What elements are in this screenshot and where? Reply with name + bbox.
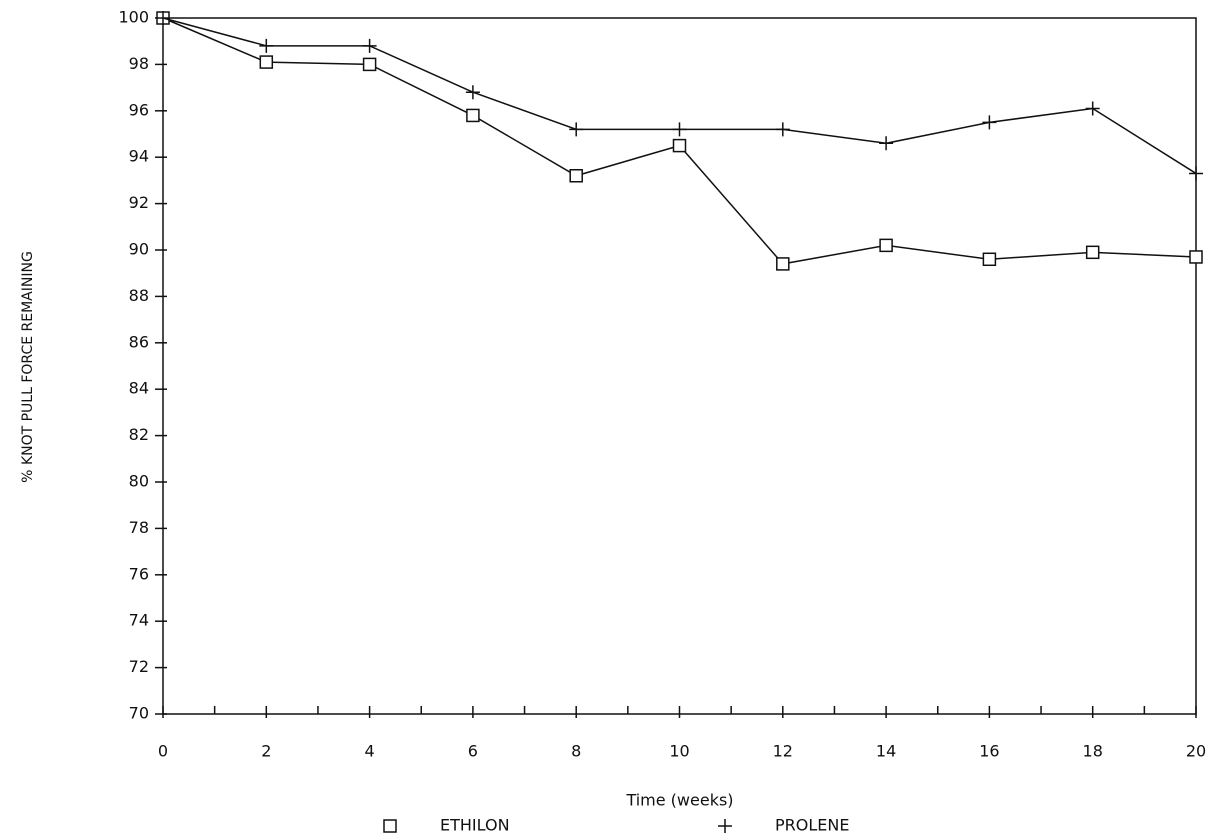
y-tick-label: 98 (129, 54, 149, 73)
y-tick-label: 74 (129, 611, 149, 630)
marker-square (467, 109, 479, 121)
y-tick-label: 94 (129, 147, 149, 166)
y-axis-label: % KNOT PULL FORCE REMAINING (20, 251, 36, 483)
x-tick-label: 0 (158, 742, 168, 761)
y-tick-label: 88 (129, 286, 149, 305)
x-tick-label: 4 (365, 742, 375, 761)
marker-square (260, 56, 272, 68)
chart: Time (weeks) % KNOT PULL FORCE REMAINING… (0, 0, 1209, 838)
x-tick-label: 2 (261, 742, 271, 761)
x-tick-label: 18 (1083, 742, 1103, 761)
marker-plus (363, 39, 377, 53)
marker-square (674, 140, 686, 152)
marker-plus (1189, 166, 1203, 180)
marker-plus (1086, 101, 1100, 115)
marker-plus (569, 122, 583, 136)
marker-square (364, 58, 376, 70)
legend-marker (718, 819, 732, 833)
marker-plus (673, 122, 687, 136)
marker-square (570, 170, 582, 182)
x-tick-label: 20 (1186, 742, 1206, 761)
x-tick-label: 10 (669, 742, 689, 761)
legend-label: PROLENE (775, 816, 849, 835)
x-tick-label: 12 (773, 742, 793, 761)
y-tick-label: 90 (129, 240, 149, 259)
y-tick-label: 84 (129, 379, 149, 398)
x-tick-label: 16 (979, 742, 999, 761)
marker-square (983, 253, 995, 265)
marker-square (777, 258, 789, 270)
y-tick-label: 70 (129, 704, 149, 723)
marker-plus (879, 136, 893, 150)
legend-marker (384, 820, 396, 832)
y-tick-label: 92 (129, 193, 149, 212)
marker-square (1190, 251, 1202, 263)
y-tick-label: 72 (129, 657, 149, 676)
legend-label: ETHILON (440, 816, 510, 835)
x-axis-label: Time (weeks) (625, 791, 733, 810)
y-tick-label: 96 (129, 100, 149, 119)
x-tick-label: 8 (571, 742, 581, 761)
y-tick-label: 86 (129, 332, 149, 351)
marker-plus (466, 85, 480, 99)
y-tick-label: 100 (118, 8, 149, 27)
y-tick-label: 78 (129, 518, 149, 537)
y-tick-label: 76 (129, 564, 149, 583)
marker-plus (259, 39, 273, 53)
marker-square (1087, 246, 1099, 258)
marker-plus (776, 122, 790, 136)
x-tick-label: 6 (468, 742, 478, 761)
marker-plus (982, 115, 996, 129)
marker-square (880, 239, 892, 251)
x-tick-label: 14 (876, 742, 896, 761)
y-tick-label: 82 (129, 425, 149, 444)
y-tick-label: 80 (129, 472, 149, 491)
